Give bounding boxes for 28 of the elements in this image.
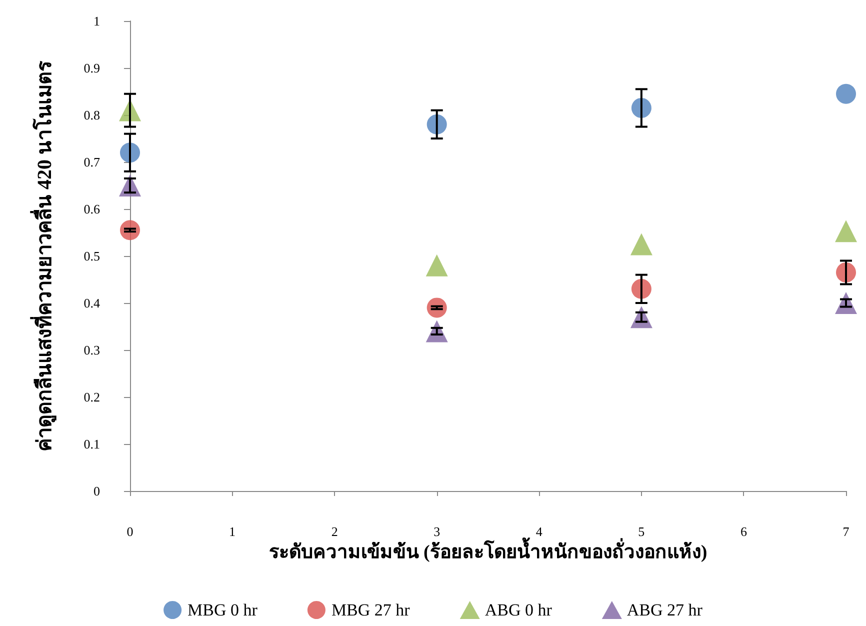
legend-label: MBG 27 hr	[331, 600, 410, 620]
x-tick-label: 3	[434, 524, 440, 539]
y-tick-label: 0.5	[84, 248, 100, 264]
y-tick-label: 0.8	[84, 108, 100, 122]
y-tick-label: 0.9	[84, 60, 100, 76]
legend-label: MBG 0 hr	[188, 600, 258, 620]
point	[630, 233, 652, 256]
y-tick-label: 0	[94, 484, 100, 498]
x-tick-label: 2	[331, 524, 338, 539]
x-tick-label: 0	[126, 524, 134, 539]
y-tick-label: 0.7	[84, 154, 100, 170]
point	[426, 254, 448, 276]
y-tick-label: 0.1	[84, 436, 100, 452]
point	[835, 220, 857, 242]
x-tick-label: 1	[229, 524, 236, 539]
y-tick-label: 0.6	[84, 202, 100, 216]
y-axis-title: ค่าดูดกลืนแสงที่ความยาวคลื่น 420 นาโนเมตร	[29, 60, 58, 452]
y-tick-label: 0.4	[84, 296, 100, 310]
y-tick-label: 1	[94, 14, 100, 28]
x-tick-label: 4	[536, 524, 543, 539]
legend-label: ABG 27 hr	[626, 600, 703, 620]
x-tick-label: 7	[842, 524, 850, 539]
x-tick-label: 5	[638, 524, 645, 539]
point	[836, 84, 856, 104]
y-tick-label: 0.3	[84, 342, 100, 358]
x-tick-label: 6	[740, 524, 748, 539]
legend-label: ABG 0 hr	[484, 600, 552, 620]
y-tick-label: 0.2	[84, 390, 100, 404]
